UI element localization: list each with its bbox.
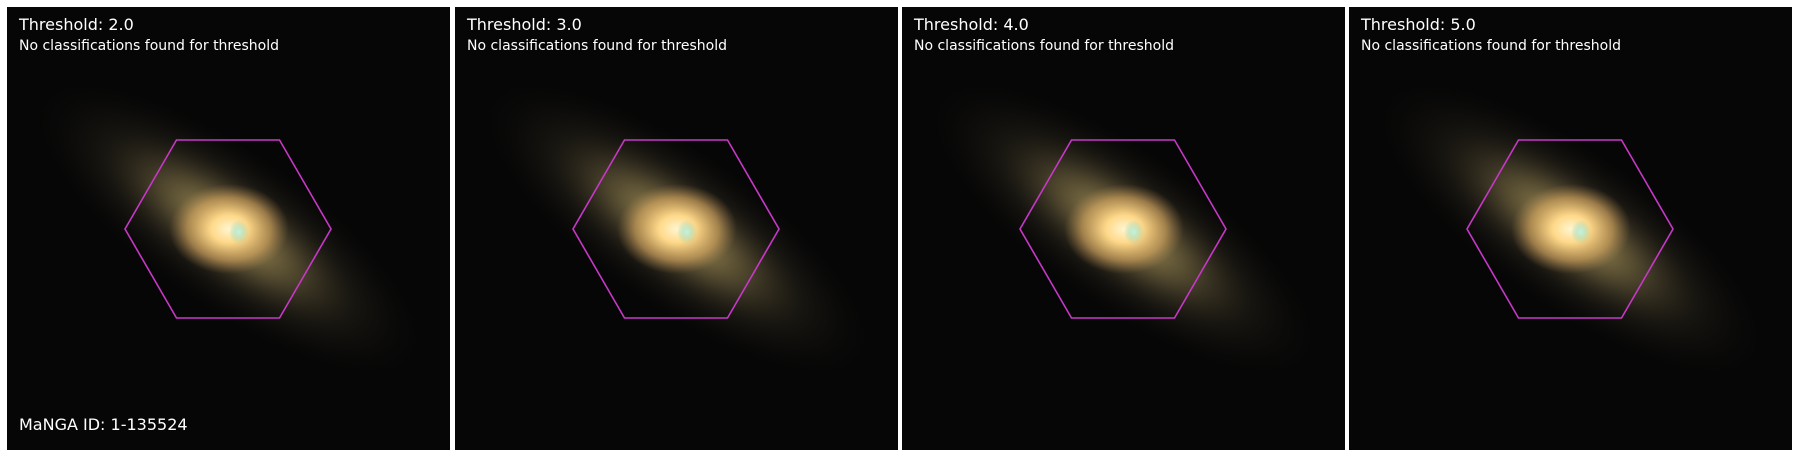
ifu-hexagon bbox=[1466, 139, 1674, 319]
threshold-title: Threshold: 4.0 bbox=[914, 15, 1029, 34]
no-classifications-message: No classifications found for threshold bbox=[1361, 38, 1621, 54]
manga-id-label: MaNGA ID: 1-135524 bbox=[19, 415, 188, 434]
threshold-title: Threshold: 5.0 bbox=[1361, 15, 1476, 34]
no-classifications-message: No classifications found for threshold bbox=[19, 38, 279, 54]
ifu-hexagon bbox=[1019, 139, 1227, 319]
galaxy-image bbox=[902, 7, 1345, 450]
no-classifications-message: No classifications found for threshold bbox=[914, 38, 1174, 54]
threshold-title: Threshold: 2.0 bbox=[19, 15, 134, 34]
threshold-title: Threshold: 3.0 bbox=[467, 15, 582, 34]
galaxy-panel-threshold-4: Threshold: 4.0 No classifications found … bbox=[902, 7, 1345, 450]
galaxy-image bbox=[1349, 7, 1792, 450]
galaxy-image bbox=[455, 7, 898, 450]
galaxy-panel-threshold-5: Threshold: 5.0 No classifications found … bbox=[1349, 7, 1792, 450]
galaxy-panel-threshold-3: Threshold: 3.0 No classifications found … bbox=[455, 7, 898, 450]
galaxy-panel-threshold-2: Threshold: 2.0 No classifications found … bbox=[7, 7, 450, 450]
no-classifications-message: No classifications found for threshold bbox=[467, 38, 727, 54]
ifu-hexagon bbox=[124, 139, 332, 319]
ifu-hexagon bbox=[572, 139, 780, 319]
galaxy-image bbox=[7, 7, 450, 450]
